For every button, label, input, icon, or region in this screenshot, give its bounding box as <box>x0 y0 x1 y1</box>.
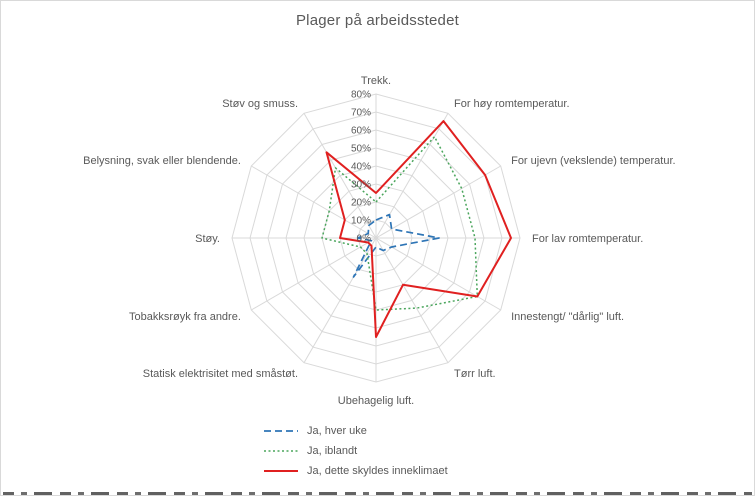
cropped-row-artifact <box>3 492 752 495</box>
axis-tick-label: 30% <box>351 180 371 191</box>
legend-line-sample-dotted <box>264 450 298 452</box>
legend-line-sample-dashed <box>264 430 298 432</box>
axis-spoke <box>303 113 377 239</box>
legend-item-ja-dette-skyldes-inneklimaet[interactable]: Ja, dette skyldes inneklimaet <box>263 461 448 481</box>
axis-spoke <box>303 237 377 363</box>
series-line-2 <box>325 120 512 338</box>
legend-line-sample-solid <box>264 470 298 472</box>
axis-tick-label: 50% <box>351 144 371 155</box>
axis-spoke <box>375 237 449 363</box>
category-label-3: For lav romtemperatur. <box>532 233 643 245</box>
category-label-1: For høy romtemperatur. <box>454 98 570 110</box>
axis-tick-label: 80% <box>351 90 371 101</box>
axis-tick-label: 40% <box>351 162 371 173</box>
axis-spoke <box>375 113 449 239</box>
axis-tick-label: 20% <box>351 198 371 209</box>
category-label-10: Belysning, svak eller blendende. <box>83 155 241 167</box>
legend-label: Ja, dette skyldes inneklimaet <box>307 465 448 477</box>
axis-tick-label: 0% <box>357 234 372 245</box>
axis-spoke <box>375 237 501 311</box>
category-label-11: Støv og smuss. <box>222 98 298 110</box>
category-label-4: Innestengt/ "dårlig" luft. <box>511 311 624 323</box>
axis-spoke <box>251 237 377 311</box>
chart-title: Plager på arbeidsstedet <box>295 12 460 29</box>
legend-item-ja-hver-uke[interactable]: Ja, hver uke <box>263 421 448 441</box>
series-line-1 <box>321 135 479 311</box>
category-label-0: Trekk. <box>361 75 391 87</box>
axis-spoke <box>251 165 377 239</box>
axis-tick-label: 10% <box>351 216 371 227</box>
category-label-9: Støy. <box>195 233 220 245</box>
axis-tick-label: 70% <box>351 108 371 119</box>
category-label-6: Ubehagelig luft. <box>338 395 414 407</box>
category-label-8: Tobakksrøyk fra andre. <box>129 311 241 323</box>
category-label-7: Statisk elektrisitet med småstøt. <box>143 368 298 380</box>
axis-tick-label: 60% <box>351 126 371 137</box>
axis-spoke <box>375 165 501 239</box>
legend-item-ja-iblandt[interactable]: Ja, iblandt <box>263 441 448 461</box>
chart-legend: Ja, hver uke Ja, iblandt Ja, dette skyld… <box>263 421 448 481</box>
series-line-0 <box>352 213 440 278</box>
radar-chart[interactable]: 0% 10% 20% 30% 40% 50% 60% 70% 80% Trekk. For høy … <box>1 1 755 421</box>
category-label-5: Tørr luft. <box>454 368 496 380</box>
legend-label: Ja, hver uke <box>307 425 367 437</box>
legend-label: Ja, iblandt <box>307 445 358 457</box>
category-label-2: For ujevn (vekslende) temperatur. <box>511 155 675 167</box>
